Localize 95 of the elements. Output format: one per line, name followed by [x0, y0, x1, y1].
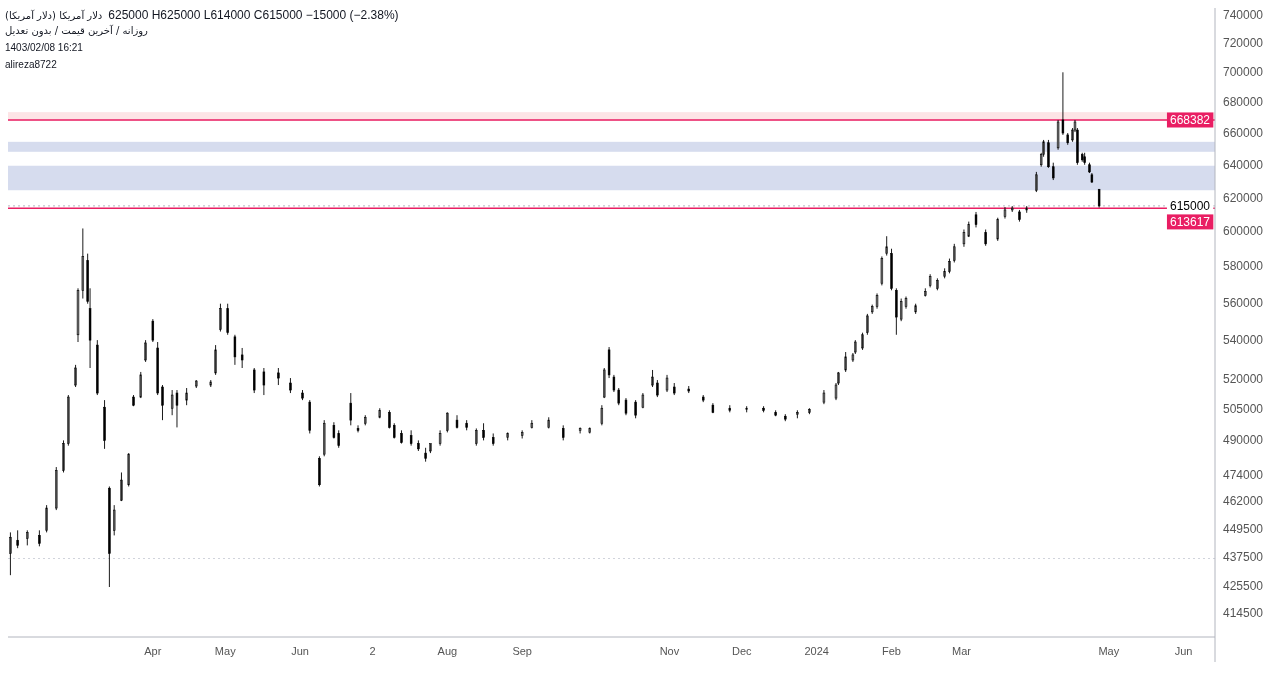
- annotation: 1403/02/08 16:21: [5, 42, 83, 53]
- y-tick-label: 720000: [1223, 36, 1264, 51]
- chart-title: دلار آمریکا (دلار آمریکا): [5, 10, 103, 21]
- candlestick: [429, 443, 432, 454]
- x-tick-label: Mar: [952, 645, 972, 657]
- candlestick: [702, 394, 705, 403]
- y-tick-label: 414500: [1223, 606, 1264, 621]
- candlestick: [943, 267, 946, 279]
- candlestick: [185, 387, 188, 406]
- candlestick: [967, 221, 970, 238]
- candlestick: [132, 394, 135, 407]
- candlestick: [364, 414, 367, 426]
- candlestick: [745, 405, 748, 413]
- candlestick: [656, 379, 659, 398]
- y-tick-label: 520000: [1223, 372, 1264, 387]
- candlestick: [26, 529, 29, 546]
- candlestick: [861, 332, 864, 351]
- candlestick: [144, 339, 147, 363]
- y-tick-label: 560000: [1223, 295, 1264, 310]
- x-tick-label: Jun: [291, 645, 309, 657]
- candlestick: [356, 424, 360, 433]
- x-tick-label: 2024: [804, 645, 829, 657]
- candlestick: [1066, 132, 1069, 146]
- candlestick: [844, 351, 847, 373]
- y-tick-label: 425500: [1223, 579, 1264, 594]
- candlestick: [588, 426, 591, 434]
- ref-line-label: 615000: [1169, 198, 1211, 213]
- y-tick-label: 462000: [1223, 494, 1264, 509]
- candlestick: [38, 529, 41, 547]
- candlestick: [924, 287, 927, 297]
- x-tick-label: May: [214, 645, 237, 657]
- candlestick: [16, 529, 19, 549]
- x-tick-label: Aug: [437, 645, 458, 657]
- candlestick: [1003, 206, 1007, 220]
- x-tick-label: Apr: [144, 645, 162, 657]
- y-tick-label: 540000: [1223, 333, 1264, 348]
- candlestick: [808, 407, 811, 415]
- y-tick-label: 740000: [1223, 7, 1264, 22]
- candlestick: [1011, 205, 1014, 213]
- candlestick: [301, 389, 304, 401]
- candlestick: [289, 377, 292, 394]
- candlestick: [240, 347, 244, 369]
- annotation: alireza8722: [5, 59, 57, 70]
- candlestick: [74, 364, 77, 388]
- candlestick: [673, 382, 676, 396]
- candlestick: [796, 409, 799, 419]
- candlestick: [175, 389, 179, 428]
- candlestick: [651, 369, 654, 388]
- chart-subtitle: 625000 H625000 L614000 C615000 −15000 (−2.38%): [108, 8, 399, 22]
- candlestick: [784, 413, 787, 422]
- candlestick: [885, 235, 888, 257]
- candlestick: [506, 431, 509, 441]
- candlestick: [1025, 205, 1028, 214]
- candlestick: [465, 419, 468, 431]
- candlestick: [277, 367, 280, 386]
- x-tick-label: 2: [369, 645, 376, 657]
- candlestick: [936, 277, 939, 291]
- x-tick-label: Jun: [1174, 645, 1193, 657]
- candlestick: [1052, 162, 1055, 181]
- ref-line-label: 613617: [1169, 214, 1211, 229]
- candlestick: [120, 472, 123, 502]
- x-tick-label: Feb: [882, 645, 902, 657]
- x-tick-label: Dec: [732, 645, 753, 657]
- y-tick-label: 474000: [1223, 467, 1264, 482]
- annotation: روزانه / آخرین قیمت / بدون تعدیل: [5, 25, 148, 36]
- candlestick: [1018, 209, 1021, 223]
- y-tick-label: 490000: [1223, 433, 1264, 448]
- candlestick: [617, 387, 620, 406]
- y-tick-label: 640000: [1223, 157, 1264, 172]
- x-tick-label: May: [1098, 645, 1120, 657]
- candlestick: [624, 397, 628, 416]
- candlestick: [634, 399, 637, 419]
- y-tick-label: 600000: [1223, 224, 1264, 239]
- y-tick-label: 505000: [1223, 402, 1264, 417]
- candlestick: [209, 379, 212, 388]
- candlestick: [762, 405, 765, 413]
- y-tick-label: 449500: [1223, 522, 1264, 537]
- candlestick: [665, 374, 669, 393]
- candlestick: [253, 367, 256, 394]
- ref-line-label: 668382: [1169, 113, 1211, 127]
- x-tick-label: Sep: [512, 645, 532, 657]
- candlestick: [530, 419, 534, 429]
- y-tick-label: 660000: [1223, 126, 1264, 141]
- y-tick-label: 700000: [1223, 65, 1264, 80]
- x-tick-label: Nov: [659, 645, 680, 657]
- y-tick-label: 437500: [1223, 550, 1264, 565]
- candlestick: [195, 379, 198, 389]
- candlestick: [687, 385, 690, 394]
- candlestick: [974, 211, 978, 228]
- y-tick-label: 620000: [1223, 190, 1264, 205]
- y-tick-label: 580000: [1223, 259, 1264, 274]
- candlestick: [728, 404, 731, 413]
- candlestick: [424, 447, 427, 463]
- y-tick-label: 680000: [1223, 95, 1264, 110]
- candlestick: [774, 409, 777, 417]
